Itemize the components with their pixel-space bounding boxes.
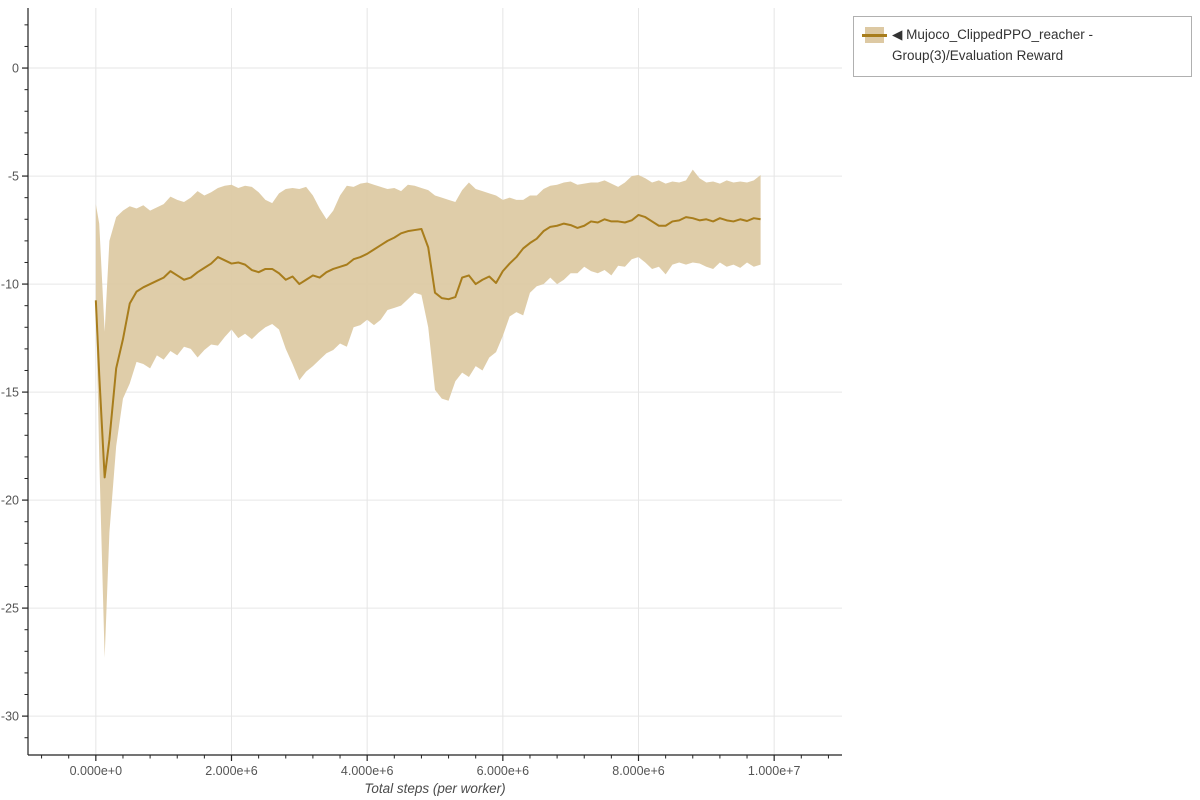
y-tick-label: -10: [1, 278, 19, 292]
x-tick-label: 8.000e+6: [612, 764, 665, 778]
x-tick-label: 2.000e+6: [205, 764, 258, 778]
y-tick-label: -20: [1, 494, 19, 508]
x-tick-label: 6.000e+6: [477, 764, 530, 778]
legend: ◀ Mujoco_ClippedPPO_reacher - Group(3)/E…: [853, 16, 1192, 77]
x-tick-label: 1.000e+7: [748, 764, 801, 778]
legend-item-evaluation-reward[interactable]: ◀ Mujoco_ClippedPPO_reacher - Group(3)/E…: [862, 24, 1182, 66]
mean-reward-line: [94, 213, 761, 479]
y-tick-label: 0: [12, 62, 19, 76]
y-tick-label: -25: [1, 602, 19, 616]
y-tick-label: -30: [1, 710, 19, 724]
x-tick-label: 0.000e+0: [70, 764, 123, 778]
y-tick-label: -15: [1, 386, 19, 400]
uncertainty-band: [95, 169, 761, 658]
legend-label: ◀ Mujoco_ClippedPPO_reacher - Group(3)/E…: [892, 27, 1093, 63]
y-tick-label: -5: [8, 170, 19, 184]
x-axis-title: Total steps (per worker): [364, 781, 506, 796]
legend-swatch-icon: [862, 27, 887, 43]
x-tick-label: 4.000e+6: [341, 764, 394, 778]
